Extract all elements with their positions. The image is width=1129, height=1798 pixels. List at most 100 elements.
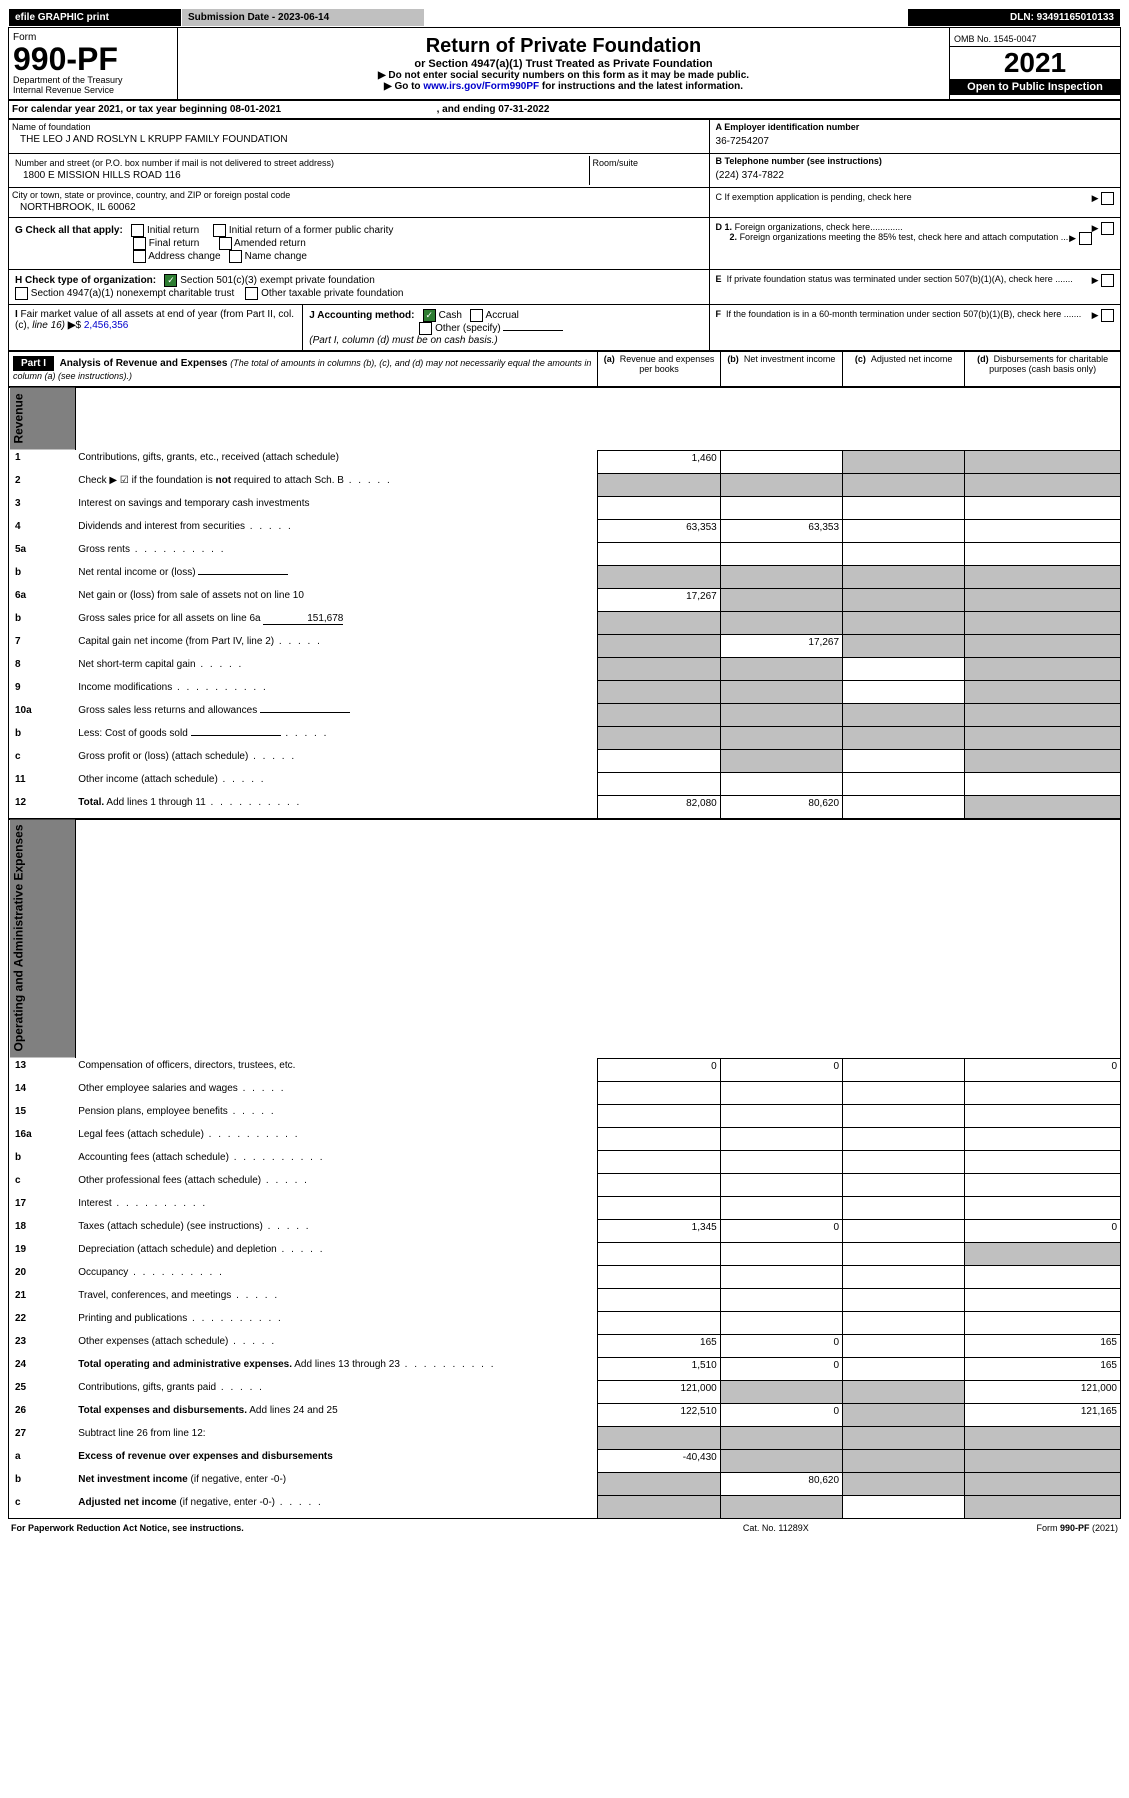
col-d — [965, 680, 1121, 703]
j-cash-check[interactable]: ✓ — [423, 309, 436, 322]
col-d: 165 — [965, 1334, 1121, 1357]
col-d — [965, 1265, 1121, 1288]
e-check[interactable] — [1101, 274, 1114, 287]
line-num: b — [9, 1150, 76, 1173]
col-a — [598, 1173, 720, 1196]
line-num: 15 — [9, 1104, 76, 1127]
line-num: c — [9, 1495, 76, 1518]
col-d — [965, 634, 1121, 657]
col-d: 121,165 — [965, 1403, 1121, 1426]
line-desc: Net gain or (loss) from sale of assets n… — [75, 588, 598, 611]
col-a — [598, 1150, 720, 1173]
h-other-check[interactable] — [245, 287, 258, 300]
col-d — [965, 1127, 1121, 1150]
col-c — [843, 496, 965, 519]
line-desc: Interest on savings and temporary cash i… — [75, 496, 598, 519]
col-d — [965, 1495, 1121, 1518]
line-num: 12 — [9, 795, 76, 818]
col-c — [843, 1403, 965, 1426]
box-c-check[interactable] — [1101, 192, 1114, 205]
line-desc: Contributions, gifts, grants paid — [75, 1380, 598, 1403]
col-a — [598, 657, 720, 680]
h-501c3-check[interactable]: ✓ — [164, 274, 177, 287]
street: 1800 E MISSION HILLS ROAD 116 — [15, 168, 586, 183]
col-b: 0 — [720, 1219, 842, 1242]
col-c — [843, 1357, 965, 1380]
h-4947-check[interactable] — [15, 287, 28, 300]
d1-check[interactable] — [1101, 222, 1114, 235]
col-c — [843, 542, 965, 565]
col-c — [843, 1081, 965, 1104]
efile-print[interactable]: efile GRAPHIC print — [9, 9, 182, 27]
dln: DLN: 93491165010133 — [908, 9, 1121, 27]
col-c — [843, 1196, 965, 1219]
col-a — [598, 473, 720, 496]
line-desc: Legal fees (attach schedule) — [75, 1127, 598, 1150]
g-address[interactable] — [133, 250, 146, 263]
col-b — [720, 726, 842, 749]
part1-tab: Part I — [13, 356, 54, 371]
col-a — [598, 749, 720, 772]
g-amended[interactable] — [219, 237, 232, 250]
col-c — [843, 1265, 965, 1288]
col-c — [843, 450, 965, 473]
line-desc: Dividends and interest from securities — [75, 519, 598, 542]
col-b — [720, 1196, 842, 1219]
col-a: 63,353 — [598, 519, 720, 542]
col-a — [598, 1265, 720, 1288]
col-b: 80,620 — [720, 795, 842, 818]
j-other-check[interactable] — [419, 322, 432, 335]
col-b — [720, 1104, 842, 1127]
col-c — [843, 634, 965, 657]
col-b — [720, 542, 842, 565]
col-c — [843, 1334, 965, 1357]
line-desc: Net rental income or (loss) — [75, 565, 598, 588]
opex-table: Operating and Administrative Expenses 13… — [8, 819, 1121, 1519]
col-b: 80,620 — [720, 1472, 842, 1495]
g-initial-former[interactable] — [213, 224, 226, 237]
col-c — [843, 519, 965, 542]
line-num: 27 — [9, 1426, 76, 1449]
col-b — [720, 1311, 842, 1334]
col-d — [965, 1150, 1121, 1173]
col-c — [843, 565, 965, 588]
col-d — [965, 519, 1121, 542]
col-a: 17,267 — [598, 588, 720, 611]
g-initial[interactable] — [131, 224, 144, 237]
line-num: 1 — [9, 450, 76, 473]
col-b — [720, 1265, 842, 1288]
col-a: 1,460 — [598, 450, 720, 473]
line-num: b — [9, 726, 76, 749]
line-num: c — [9, 749, 76, 772]
ein-label: A Employer identification number — [716, 122, 1114, 132]
opex-vert: Operating and Administrative Expenses — [9, 819, 76, 1058]
g-name[interactable] — [229, 250, 242, 263]
j-accrual-check[interactable] — [470, 309, 483, 322]
fmv-link[interactable]: 2,456,356 — [84, 320, 129, 331]
f-check[interactable] — [1101, 309, 1114, 322]
col-d — [965, 1449, 1121, 1472]
d2-check[interactable] — [1079, 232, 1092, 245]
col-d — [965, 1104, 1121, 1127]
col-b: 0 — [720, 1357, 842, 1380]
line-num: 14 — [9, 1081, 76, 1104]
col-a — [598, 1311, 720, 1334]
col-c — [843, 1104, 965, 1127]
line-desc: Other expenses (attach schedule) — [75, 1334, 598, 1357]
footer-right: Form 990-PF (2021) — [876, 1521, 1121, 1535]
line-desc: Printing and publications — [75, 1311, 598, 1334]
col-a — [598, 1104, 720, 1127]
col-b — [720, 1081, 842, 1104]
g-final[interactable] — [133, 237, 146, 250]
col-d — [965, 565, 1121, 588]
addr-label: Number and street (or P.O. box number if… — [15, 158, 586, 168]
form-link[interactable]: www.irs.gov/Form990PF — [423, 81, 539, 92]
col-c — [843, 588, 965, 611]
line-desc: Adjusted net income (if negative, enter … — [75, 1495, 598, 1518]
col-d — [965, 1311, 1121, 1334]
col-a: 165 — [598, 1334, 720, 1357]
line-desc: Other income (attach schedule) — [75, 772, 598, 795]
calendar-year-row: For calendar year 2021, or tax year begi… — [8, 100, 1121, 119]
line-num: b — [9, 611, 76, 634]
col-c — [843, 749, 965, 772]
